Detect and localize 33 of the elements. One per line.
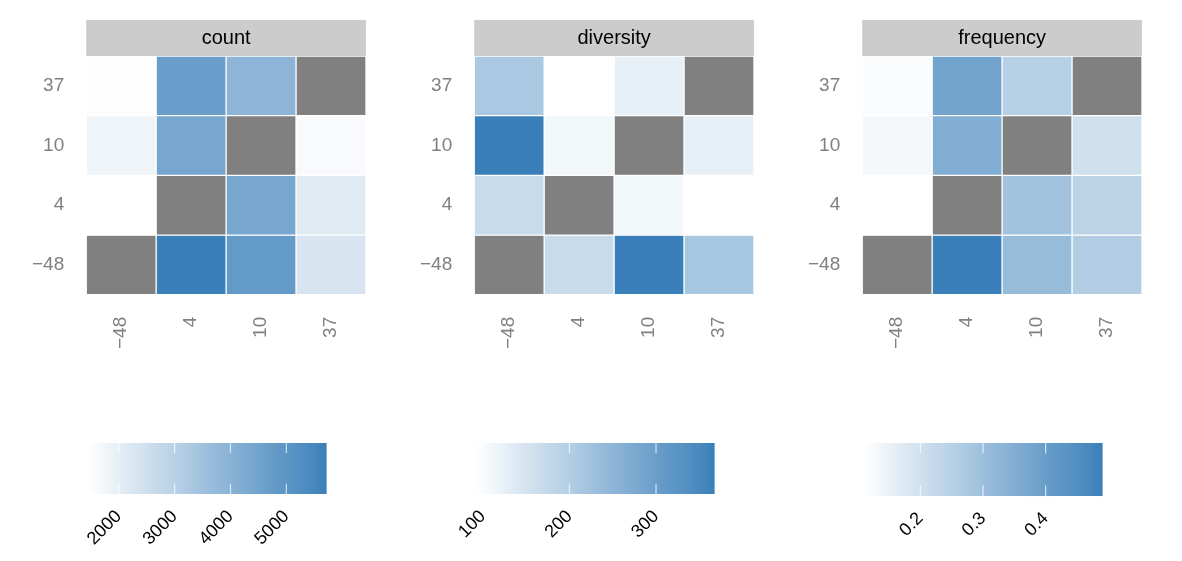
y-tick-label: 10 [431, 133, 453, 155]
y-tick-label: 10 [819, 133, 841, 155]
x-tick-label: −48 [109, 316, 131, 349]
y-tick-label: 4 [829, 193, 841, 215]
x-tick-label: 37 [707, 316, 729, 338]
chart-title: diversity [577, 25, 651, 48]
x-tick-label: 4 [567, 316, 589, 328]
x-tick-label: 4 [179, 316, 201, 328]
color-bar-label: 200 [540, 505, 576, 542]
y-tick-label: −48 [420, 253, 453, 275]
y-tick-label: −48 [32, 253, 65, 275]
y-tick-label: 37 [431, 74, 453, 96]
color-bar-label: 0.2 [894, 507, 927, 540]
chart-title: count [201, 25, 252, 48]
color-bar-label: 0.3 [957, 507, 990, 540]
x-tick-label: 10 [637, 316, 659, 338]
x-tick-label: −48 [885, 316, 907, 349]
x-tick-label: 37 [1095, 316, 1117, 338]
x-tick-label: 4 [955, 316, 977, 328]
x-tick-label: 10 [1025, 316, 1047, 338]
x-tick-label: 10 [249, 316, 271, 338]
y-tick-label: 4 [441, 193, 453, 215]
color-bar-label: 100 [453, 505, 490, 542]
color-bar-label: 300 [626, 505, 663, 542]
chart-title: frequency [958, 25, 1047, 48]
y-tick-label: 37 [819, 74, 841, 96]
x-tick-label: 37 [319, 316, 341, 338]
y-tick-label: 4 [53, 193, 65, 215]
x-tick-label: −48 [497, 316, 519, 349]
color-bar-label: 0.4 [1020, 507, 1052, 540]
y-tick-label: −48 [808, 253, 841, 275]
y-tick-label: 10 [43, 133, 65, 155]
y-tick-label: 37 [43, 74, 65, 96]
